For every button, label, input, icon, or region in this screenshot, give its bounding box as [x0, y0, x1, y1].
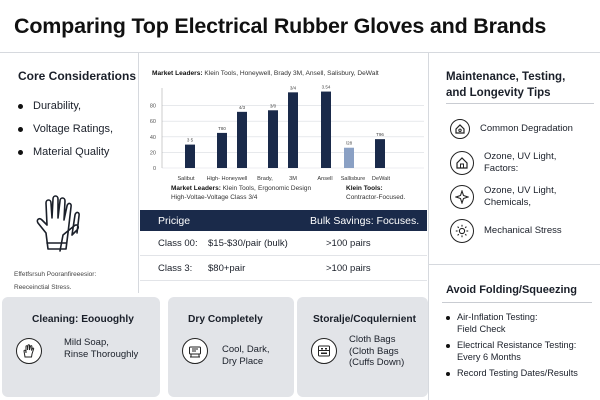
- list-item: Record Testing Dates/Results: [446, 368, 578, 380]
- x-tick-label: Salibut: [177, 176, 195, 182]
- list-item: Air-Inflation Testing: Field Check: [446, 312, 578, 335]
- table-cell: >100 pairs: [326, 237, 371, 249]
- storage-card: Storalje/Coqulernient Cloth Bags (Cloth …: [297, 297, 428, 397]
- section-divider: [428, 264, 600, 265]
- list-item: Electrical Resistance Testing: Every 6 Mo…: [446, 340, 578, 363]
- bar-value-label: 3/0: [270, 103, 277, 108]
- section-divider: [442, 302, 592, 303]
- y-tick-label: 60: [150, 119, 156, 125]
- chart-annotation-leaders: Market Leaders: Klein Tools, High-Voltae…: [171, 185, 258, 201]
- gloves-icon: [36, 195, 80, 252]
- bar-value-label: /28: [346, 141, 353, 146]
- chart-bar: [237, 111, 247, 168]
- dryer-icon: [182, 338, 208, 364]
- y-tick-label: 40: [150, 135, 156, 141]
- y-tick-label: 20: [150, 150, 156, 156]
- y-tick-label: 80: [150, 104, 156, 110]
- core-considerations-panel: Core Considerations Durability, Voltage …: [0, 53, 138, 293]
- card-title: Dry Completely: [188, 314, 263, 325]
- list-item: Material Quality: [18, 141, 113, 164]
- card-title: Storalje/Coqulernient: [313, 314, 417, 325]
- market-leaders-chart: 0 20 40 60 80 3 5 T80 4/3 3/0 3/4 3.54/28 T96 Salibu…: [150, 85, 424, 182]
- card-title: Cleaning: Eoouoghly: [32, 314, 134, 325]
- bullet-icon: [446, 316, 450, 320]
- card-text: Mild Soap, Rinse Thoroughly: [64, 337, 139, 360]
- chart-bar: [288, 92, 298, 168]
- table-cell: Class 00:: [158, 237, 198, 249]
- bar-value-label: T80: [218, 126, 226, 131]
- chart-bar: [344, 147, 354, 168]
- x-tick-label: 3M: [289, 176, 297, 182]
- page-title: Comparing Top Electrical Rubber Gloves a…: [14, 14, 547, 38]
- x-tick-label: Brady,: [257, 176, 273, 182]
- chart-bar: [321, 91, 331, 168]
- table-cell: Class 3:: [158, 262, 193, 274]
- y-tick-label: 0: [153, 166, 156, 172]
- card-text: Cloth Bags (Cloth Bags (Cuffs Down): [349, 334, 405, 368]
- bar-value-label: 4/3: [239, 105, 246, 110]
- list-item: Common Degradation: [450, 112, 600, 146]
- bullet-icon: [18, 104, 23, 109]
- chart-title: Market Leaders: Klein Tools, Honeywell, …: [152, 70, 379, 77]
- list-item: Ozone, UV Light, Chemicals,: [450, 180, 600, 214]
- column-divider: [138, 53, 139, 293]
- bar-value-label: T96: [376, 132, 384, 137]
- card-text: Cool, Dark, Dry Place: [222, 344, 270, 367]
- testing-list: Air-Inflation Testing: Field Check Electr…: [446, 312, 578, 385]
- x-tick-label: Sallisbure: [341, 176, 366, 182]
- column-header: Bulk Savings: Focuses.: [310, 214, 420, 227]
- chart-bar: [375, 139, 385, 168]
- bullet-icon: [446, 372, 450, 376]
- column-header: Pricige: [158, 214, 191, 227]
- table-row: Class 3: $80+pair >100 pairs: [140, 256, 427, 281]
- bar-value-label: 3.54: [322, 85, 331, 90]
- bar-value-label: 3 5: [187, 138, 194, 143]
- core-considerations-list: Durability, Voltage Ratings, Material Qu…: [18, 95, 113, 164]
- title-divider: [0, 52, 600, 53]
- chart-annotation-klein: Klein Tools: Contractor-Focused.: [346, 185, 406, 201]
- x-tick-label: Ansell: [317, 176, 332, 182]
- list-item: Ozone, UV Light, Factors:: [450, 146, 600, 180]
- list-item: Voltage Ratings,: [18, 118, 113, 141]
- section-divider: [446, 103, 594, 104]
- maintenance-list: Common Degradation Ozone, UV Light, Facto…: [450, 112, 600, 248]
- maintenance-heading: Maintenance, Testing, and Longevity Tips: [446, 71, 566, 99]
- chart-bar: [268, 110, 278, 168]
- chart-bar: [185, 144, 195, 168]
- x-tick-label: High- Honeywell: [207, 176, 248, 182]
- bullet-icon: [18, 127, 23, 132]
- table-header: Pricige Bulk Savings: Focuses.: [140, 210, 427, 231]
- table-cell: $15-$30/pair (bulk): [208, 237, 288, 249]
- cleaning-card: Cleaning: Eoouoghly Mild Soap, Rinse Tho…: [2, 297, 160, 397]
- x-tick-label: DeWalt: [372, 176, 391, 182]
- table-cell: >100 pairs: [326, 262, 371, 274]
- chart-bar: [217, 132, 227, 168]
- hand-icon: [16, 338, 42, 364]
- table-row: Class 00: $15-$30/pair (bulk) >100 pairs: [140, 231, 427, 256]
- pricing-table: Pricige Bulk Savings: Focuses. Class 00:…: [140, 210, 427, 281]
- house-icon: [450, 151, 474, 175]
- list-item: Mechanical Stress: [450, 214, 600, 248]
- avoid-folding-heading: Avoid Folding/Squeezing: [446, 284, 577, 296]
- table-cell: $80+pair: [208, 262, 246, 274]
- column-divider: [428, 53, 429, 400]
- list-item: Durability,: [18, 95, 113, 118]
- bullet-icon: [446, 344, 450, 348]
- bar-value-label: 3/4: [290, 85, 297, 90]
- bullet-icon: [18, 150, 23, 155]
- chart-annotation-ergonomic: Ergonomic Design: [258, 185, 312, 192]
- sparkle-icon: [450, 185, 474, 209]
- storage-icon: [311, 338, 337, 364]
- core-considerations-heading: Core Considerations: [18, 69, 137, 83]
- sun-icon: [450, 219, 474, 243]
- dry-card: Dry Completely Cool, Dark, Dry Place: [168, 297, 294, 397]
- left-caption: Effetfsrsuh Pooranfireeesior: Reeceincti…: [14, 271, 97, 291]
- house-icon: [450, 119, 470, 139]
